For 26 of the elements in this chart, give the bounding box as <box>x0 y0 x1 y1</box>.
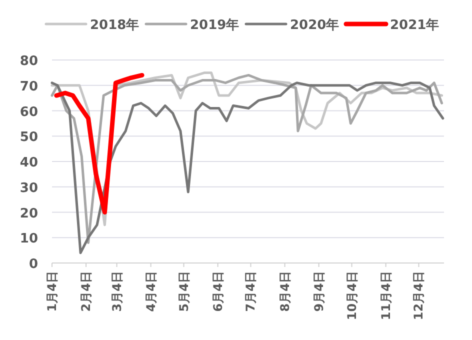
legend-label: 2020年 <box>290 18 340 33</box>
legend-label: 2021年 <box>390 18 440 33</box>
x-tick-label: 10月4日 <box>344 271 359 320</box>
x-tick-label: 7月4日 <box>244 271 258 312</box>
y-tick-label: 50 <box>20 130 38 146</box>
x-tick-label: 3月4日 <box>110 271 124 312</box>
y-tick-label: 80 <box>20 54 38 69</box>
y-tick-label: 70 <box>20 79 38 94</box>
x-tick-label: 8月4日 <box>278 271 292 312</box>
y-tick-label: 30 <box>20 180 38 196</box>
x-tick-label: 1月4日 <box>45 271 59 312</box>
x-tick-label: 4月4日 <box>144 271 158 312</box>
x-tick-label: 5月4日 <box>176 271 191 312</box>
legend-label: 2019年 <box>190 18 240 33</box>
x-tick-label: 6月4日 <box>210 271 225 312</box>
y-tick-label: 40 <box>20 156 38 170</box>
x-tick-label: 11月4日 <box>378 271 393 320</box>
x-tick-label: 9月4日 <box>312 271 326 312</box>
y-tick-label: 60 <box>20 104 38 120</box>
x-tick-label: 12月4日 <box>412 271 426 320</box>
y-tick-label: 10 <box>20 232 38 247</box>
y-tick-label: 0 <box>28 257 38 272</box>
y-tick-label: 20 <box>20 206 38 222</box>
line-series <box>54 72 144 214</box>
legend-label: 2018年 <box>90 18 140 33</box>
x-tick-label: 2月4日 <box>79 271 94 312</box>
